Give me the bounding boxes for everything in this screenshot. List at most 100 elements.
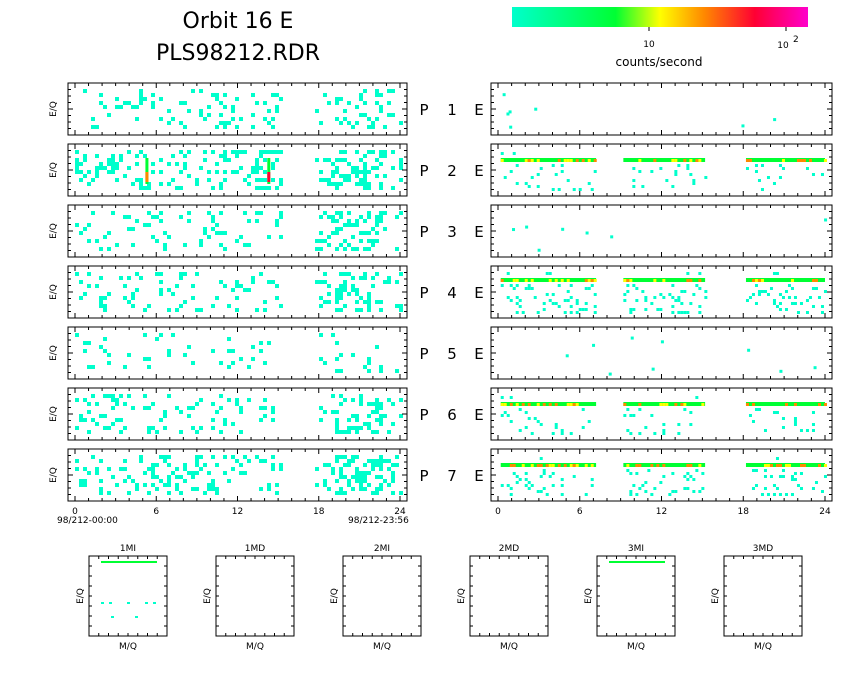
cell bbox=[677, 296, 681, 299]
band bbox=[745, 158, 825, 162]
cell bbox=[674, 299, 678, 302]
cell bbox=[187, 471, 191, 475]
band-hot bbox=[653, 159, 657, 162]
cell bbox=[686, 487, 690, 490]
cell bbox=[191, 475, 195, 479]
cell bbox=[351, 223, 355, 227]
cell bbox=[355, 182, 359, 186]
cell bbox=[626, 469, 630, 472]
band-hot bbox=[751, 279, 755, 282]
band-hot bbox=[557, 159, 561, 162]
cell bbox=[179, 121, 183, 125]
cell bbox=[592, 343, 596, 347]
cell bbox=[359, 113, 363, 117]
cell bbox=[347, 463, 351, 467]
cell bbox=[319, 215, 323, 219]
cell bbox=[179, 170, 183, 174]
cell bbox=[335, 430, 339, 434]
cell bbox=[355, 219, 359, 223]
svg-text:E: E bbox=[474, 223, 483, 241]
cell bbox=[509, 125, 513, 129]
cell bbox=[686, 272, 690, 275]
cell bbox=[367, 483, 371, 487]
cell bbox=[219, 101, 223, 105]
cell bbox=[363, 422, 367, 426]
cell bbox=[778, 475, 782, 478]
cell bbox=[159, 280, 163, 284]
cell bbox=[542, 472, 546, 475]
cell bbox=[754, 284, 758, 287]
cell bbox=[778, 308, 782, 311]
band-hot bbox=[566, 159, 570, 162]
cell bbox=[379, 463, 383, 467]
cell bbox=[219, 243, 223, 247]
cell bbox=[359, 487, 363, 491]
cell bbox=[363, 300, 367, 304]
cell bbox=[363, 162, 367, 166]
cell bbox=[87, 365, 91, 369]
band-hot bbox=[811, 279, 815, 282]
svg-text:P: P bbox=[419, 162, 428, 180]
cell bbox=[243, 178, 247, 182]
cell bbox=[103, 426, 107, 430]
small-panel-title: 1MD bbox=[245, 544, 265, 554]
cell bbox=[371, 239, 375, 243]
band-hot bbox=[572, 403, 576, 406]
cell bbox=[512, 228, 516, 232]
cell bbox=[159, 219, 163, 223]
cell bbox=[371, 410, 375, 414]
cell bbox=[623, 299, 627, 302]
cell bbox=[339, 475, 343, 479]
cell bbox=[335, 455, 339, 459]
cell bbox=[83, 418, 87, 422]
cell bbox=[502, 93, 506, 97]
small-xlabel: M/Q bbox=[627, 642, 645, 652]
cell bbox=[363, 166, 367, 170]
cell bbox=[335, 288, 339, 292]
cell bbox=[363, 475, 367, 479]
cell bbox=[793, 417, 797, 420]
cell bbox=[379, 402, 383, 406]
cell bbox=[674, 170, 678, 173]
band-hot bbox=[527, 403, 531, 406]
cell bbox=[793, 302, 797, 305]
cell bbox=[259, 487, 263, 491]
cell bbox=[83, 483, 87, 487]
cell bbox=[243, 288, 247, 292]
cell bbox=[335, 158, 339, 162]
panel-row-7: E/Q P 7 E bbox=[49, 448, 833, 502]
cell bbox=[790, 478, 794, 481]
cell bbox=[371, 491, 375, 495]
cell bbox=[677, 432, 681, 435]
cell bbox=[351, 426, 355, 430]
cell bbox=[95, 239, 99, 243]
cell bbox=[347, 162, 351, 166]
cell bbox=[199, 113, 203, 117]
cell bbox=[119, 394, 123, 398]
cell bbox=[653, 487, 657, 490]
cell bbox=[629, 311, 633, 314]
cell bbox=[319, 357, 323, 361]
cell bbox=[127, 215, 131, 219]
cell bbox=[379, 369, 383, 373]
cell bbox=[359, 426, 363, 430]
cell bbox=[375, 174, 379, 178]
cell bbox=[195, 178, 199, 182]
band bbox=[500, 278, 597, 282]
cell bbox=[359, 182, 363, 186]
right-spectrogram-4 bbox=[490, 265, 833, 319]
cell bbox=[359, 158, 363, 162]
cell bbox=[319, 406, 323, 410]
cell bbox=[395, 215, 399, 219]
band-hot bbox=[659, 403, 663, 406]
cell bbox=[127, 394, 131, 398]
cell bbox=[75, 426, 79, 430]
cell bbox=[339, 308, 343, 312]
cell bbox=[375, 487, 379, 491]
cell bbox=[159, 455, 163, 459]
cell bbox=[259, 349, 263, 353]
cell bbox=[123, 174, 127, 178]
band-hot bbox=[542, 403, 546, 406]
cell bbox=[355, 150, 359, 154]
cell bbox=[677, 164, 681, 167]
